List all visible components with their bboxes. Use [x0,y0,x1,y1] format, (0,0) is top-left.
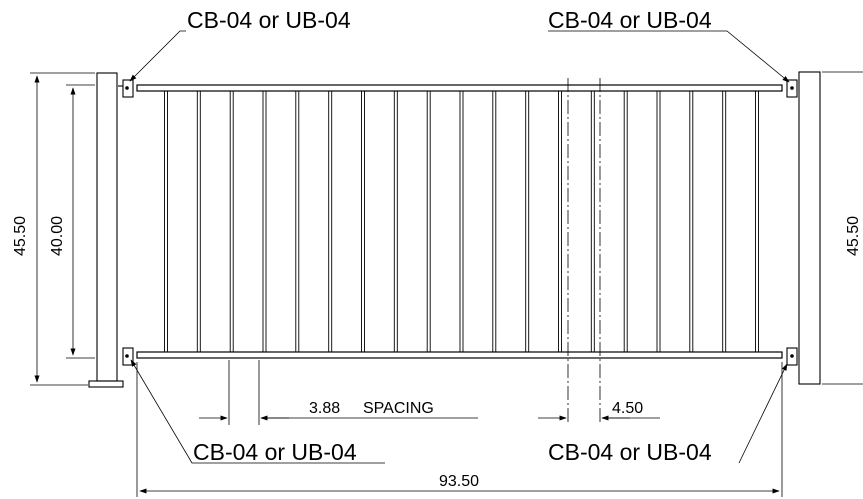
overall-width-value: 93.50 [439,473,479,490]
dimension-left-inner: 40.00 [49,84,95,359]
right-post [798,71,821,385]
dimension-overall-width: 93.50 [136,362,783,497]
picket [722,90,727,353]
dimension-left-outer: 45.50 [12,72,95,386]
picket [623,90,628,353]
picket [689,90,694,353]
picket [262,90,267,353]
right-outer-height-value: 45.50 [845,216,862,256]
dimension-post-offset: 4.50 [538,78,660,425]
pickets-group [164,90,759,353]
picket [459,90,464,353]
left-inner-height-value: 40.00 [49,216,66,256]
leader-top-left [129,30,186,82]
leader-top-right [548,30,790,83]
picket [164,90,168,353]
leader-bottom-left [130,359,385,464]
callout-top-left: CB-04 or UB-04 [187,7,351,33]
picket [426,90,431,353]
picket [361,90,365,353]
picket [393,90,398,353]
bracket-bottom-left [122,347,134,366]
picket [590,90,595,353]
picket [295,90,300,353]
picket [328,90,333,353]
bracket-top-left [118,79,134,98]
dimension-spacing: 3.88 SPACING [199,360,478,425]
left-outer-height-value: 45.50 [12,216,29,256]
leader-bottom-right [738,363,788,464]
dimension-right-outer: 45.50 [822,71,863,385]
callout-top-right: CB-04 or UB-04 [548,7,712,33]
picket [492,90,497,353]
bottom-rail [136,351,783,359]
bracket-top-right [786,79,798,98]
top-rail [136,84,783,92]
picket [229,90,234,353]
picket [755,90,759,353]
post-offset-value: 4.50 [612,400,643,417]
spacing-label: SPACING [363,400,434,417]
spacing-value: 3.88 [309,400,340,417]
callout-bottom-left: CB-04 or UB-04 [193,439,357,465]
picket [525,90,530,353]
bracket-bottom-right [786,347,798,366]
picket [196,90,201,353]
left-post [88,72,124,388]
picket [558,90,562,353]
callout-bottom-right: CB-04 or UB-04 [548,439,712,465]
picket [656,90,661,353]
